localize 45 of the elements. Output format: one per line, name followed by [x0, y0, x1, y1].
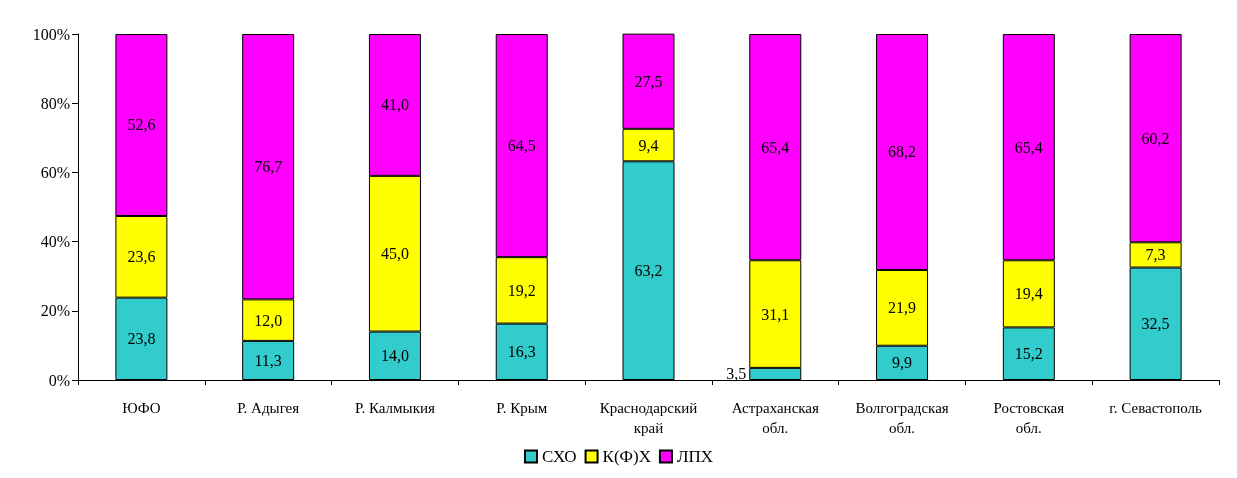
x-tick-label: ЮФО — [122, 400, 161, 416]
data-label: 9,9 — [892, 354, 913, 372]
data-label: 68,2 — [888, 143, 917, 161]
legend-label: СХО — [541, 447, 577, 466]
y-tick-label: 80% — [40, 94, 70, 112]
data-label: 11,3 — [254, 351, 282, 369]
x-tick-label: Астраханская обл. — [731, 400, 820, 436]
x-tick-label: Р. Калмыкия — [355, 400, 435, 416]
data-label: 41,0 — [380, 96, 409, 114]
x-tick-label: Краснодарский край — [599, 400, 698, 436]
x-tick-label: Волгоградская обл. — [855, 400, 949, 436]
data-label: 64,5 — [507, 137, 536, 155]
legend-label: ЛПХ — [676, 447, 714, 466]
data-label: 32,5 — [1141, 315, 1170, 333]
x-tick-label: г. Севастополь — [1109, 400, 1203, 416]
x-tick-label: Ростовская обл. — [993, 400, 1065, 436]
data-label: 76,7 — [254, 158, 283, 176]
data-label: 23,8 — [127, 330, 156, 348]
y-tick-label: 60% — [40, 163, 70, 181]
data-label: 16,3 — [507, 343, 536, 361]
data-label: 27,5 — [634, 72, 663, 90]
legend-label: К(Ф)Х — [602, 447, 651, 466]
data-label: 12,0 — [254, 311, 283, 329]
data-label: 7,3 — [1145, 246, 1166, 264]
data-label: 23,6 — [127, 248, 156, 266]
data-label: 52,6 — [127, 116, 156, 134]
data-label: 19,4 — [1014, 285, 1043, 303]
data-label: 14,0 — [380, 347, 409, 365]
data-label: 31,1 — [761, 305, 790, 323]
x-tick-label: Р. Адыгея — [237, 400, 300, 416]
data-label: 19,2 — [507, 281, 536, 299]
data-label: 15,2 — [1014, 345, 1043, 363]
data-label: 45,0 — [380, 245, 409, 263]
data-label: 60,2 — [1141, 129, 1170, 147]
data-label: 21,9 — [888, 299, 917, 317]
y-tick-label: 0% — [48, 371, 70, 389]
data-label: 65,4 — [1014, 138, 1043, 156]
data-label: 3,5 — [726, 365, 747, 383]
data-label: 65,4 — [761, 138, 790, 156]
y-tick-label: 100% — [32, 25, 70, 43]
data-label: 9,4 — [638, 136, 659, 154]
y-tick-label: 40% — [40, 233, 70, 251]
y-tick-label: 20% — [40, 302, 70, 320]
x-tick-label: Р. Крым — [496, 400, 548, 416]
data-label: 63,2 — [634, 262, 663, 280]
